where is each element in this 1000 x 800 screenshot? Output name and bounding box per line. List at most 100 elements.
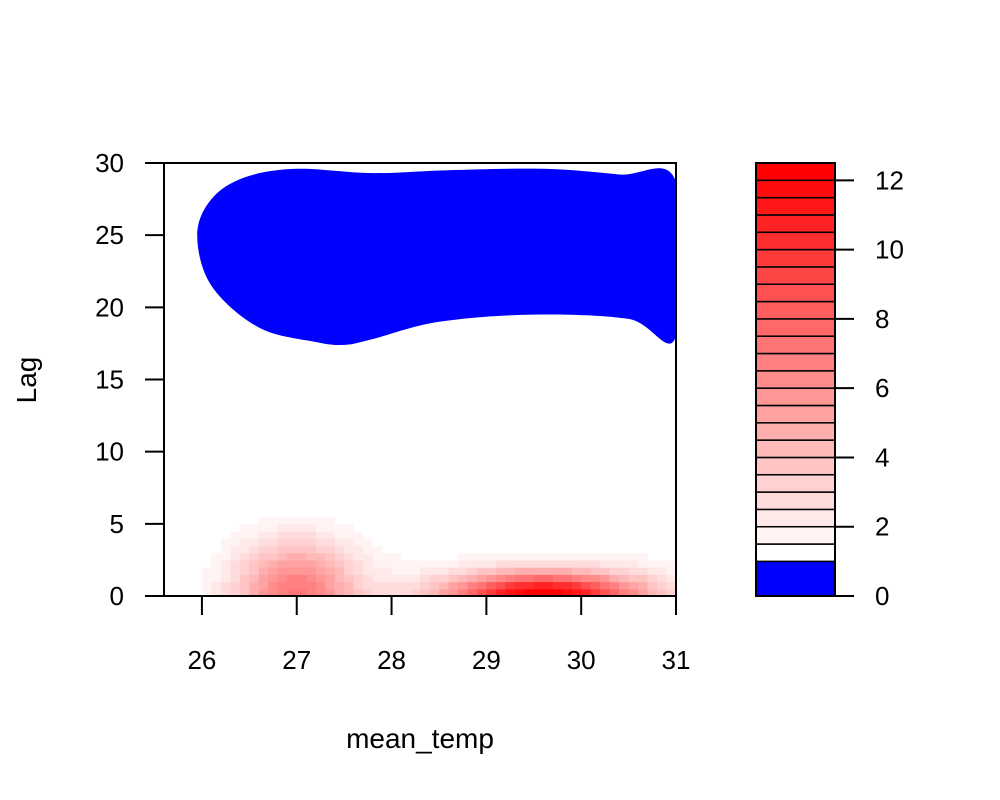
heat-cell: [533, 538, 544, 547]
heat-cell: [277, 502, 288, 510]
heat-cell: [249, 516, 260, 525]
legend-swatch: [755, 335, 836, 355]
heat-cell: [363, 531, 374, 539]
heat-cell: [486, 567, 497, 575]
heat-cell: [363, 509, 374, 518]
heat-cell: [514, 523, 525, 532]
heat-cell: [268, 516, 279, 525]
heat-cell: [410, 552, 421, 561]
heat-cell: [571, 531, 582, 539]
heat-cell: [353, 567, 364, 575]
heat-cell: [296, 552, 307, 561]
heat-cell: [609, 588, 620, 596]
heat-cell: [334, 516, 345, 525]
heat-cell: [201, 588, 213, 596]
heat-cell: [277, 531, 288, 539]
heat-cell: [429, 538, 440, 547]
heat-cell: [533, 588, 544, 596]
heat-cell: [533, 531, 544, 539]
heat-cell: [382, 516, 393, 525]
heat-cell: [296, 538, 307, 547]
heat-cell: [638, 531, 649, 539]
legend-frame: [755, 162, 836, 597]
heat-cell: [628, 574, 639, 583]
heat-cell: [353, 531, 364, 539]
heat-cell: [306, 545, 317, 554]
heat-cell: [628, 552, 639, 561]
heat-cell: [514, 588, 525, 596]
heat-cell: [315, 552, 326, 561]
heat-cell: [372, 509, 383, 518]
heat-cell: [524, 581, 535, 590]
heat-cell: [600, 552, 611, 561]
heat-cell: [438, 581, 450, 590]
heat-cell: [277, 545, 288, 554]
heat-cell: [325, 545, 336, 554]
heat-cell: [382, 545, 393, 554]
heat-cell: [287, 509, 298, 518]
heat-cell: [524, 574, 535, 583]
heat-cell: [486, 559, 497, 568]
heat-cell: [382, 552, 393, 561]
heat-cell: [325, 531, 336, 539]
heat-cell: [638, 538, 649, 547]
heat-cell: [657, 552, 668, 561]
heat-cell: [647, 574, 658, 583]
heat-cell: [382, 531, 393, 539]
heat-cell: [220, 581, 231, 590]
heat-cell: [249, 581, 260, 590]
heat-cell: [514, 567, 525, 575]
heat-cell: [382, 559, 393, 568]
x-tick-label: 31: [662, 645, 691, 675]
heat-cell: [457, 538, 469, 547]
heat-cell: [552, 531, 563, 539]
heat-cell: [401, 523, 412, 532]
heat-cell: [476, 588, 487, 596]
heat-cell: [420, 531, 431, 539]
heat-cell: [429, 588, 440, 596]
heat-cell: [277, 523, 288, 532]
heat-cell: [410, 581, 421, 590]
heat-cell: [277, 538, 288, 547]
heat-cell: [467, 538, 478, 547]
heat-cell: [201, 581, 213, 590]
heat-cell: [571, 523, 582, 532]
heat-cell: [211, 552, 222, 561]
heat-cell: [239, 509, 250, 518]
heat-cell: [552, 588, 563, 596]
heat-cell: [296, 523, 307, 532]
heat-cell: [657, 588, 668, 596]
heat-cell: [505, 538, 516, 547]
heat-cell: [628, 567, 639, 575]
legend-swatch: [755, 179, 836, 199]
heat-cell: [239, 581, 250, 590]
legend-swatch: [755, 439, 836, 459]
heat-cell: [495, 552, 506, 561]
heat-cell: [315, 559, 326, 568]
heat-cell: [543, 574, 554, 583]
heat-cell: [315, 574, 326, 583]
heat-cell: [334, 538, 345, 547]
heat-cell: [306, 559, 317, 568]
heat-cell: [372, 567, 383, 575]
heat-cell: [514, 574, 525, 583]
heat-cell: [562, 538, 573, 547]
heat-cell: [666, 581, 676, 590]
legend-tick-label: 10: [875, 235, 904, 265]
heat-cell: [628, 581, 639, 590]
heat-cell: [258, 574, 269, 583]
legend-swatch: [755, 370, 836, 389]
heat-cell: [514, 531, 525, 539]
heat-cell: [514, 559, 525, 568]
heat-cell: [448, 538, 459, 547]
heat-cell: [363, 523, 374, 532]
heat-cell: [457, 567, 469, 575]
heat-cell: [249, 567, 260, 575]
y-axis-title: Lag: [11, 357, 42, 404]
heat-cell: [334, 502, 345, 510]
heat-cell: [571, 545, 582, 554]
heat-cell: [476, 581, 487, 590]
heat-cell: [448, 545, 459, 554]
heat-cell: [201, 531, 213, 539]
heat-cell: [638, 574, 649, 583]
